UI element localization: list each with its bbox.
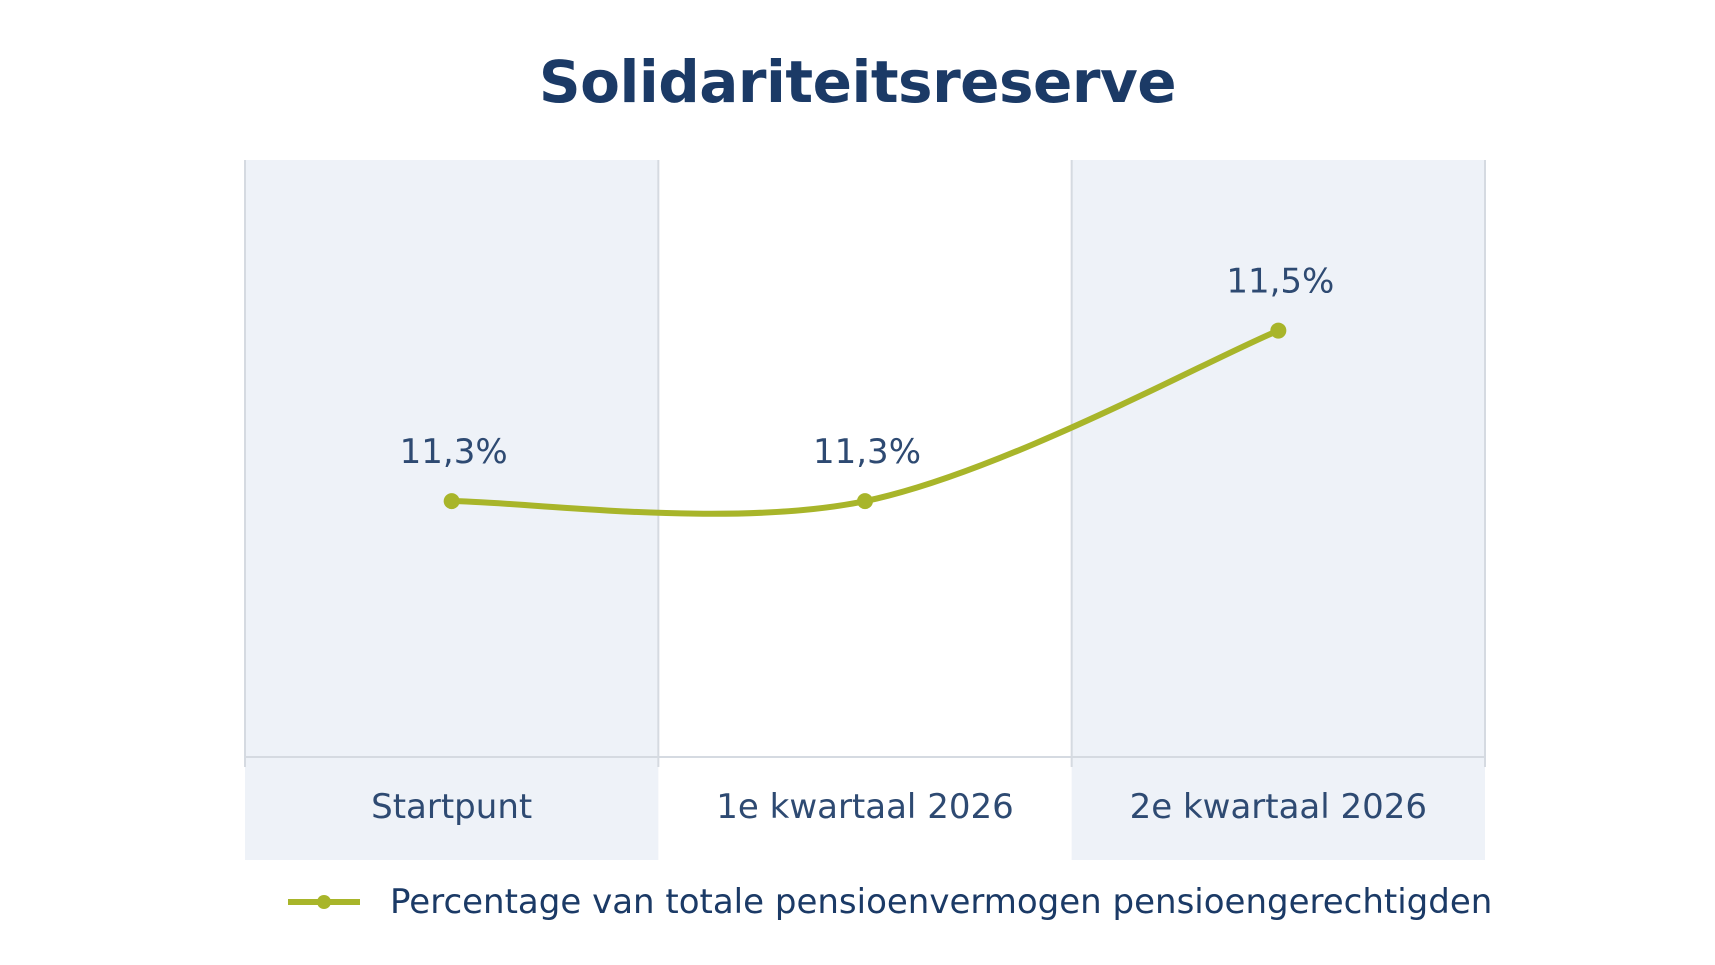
legend-line-marker-icon: [288, 895, 360, 909]
chart-title: Solidariteitsreserve: [538, 48, 1177, 116]
data-point: [443, 493, 460, 510]
data-label: 11,5%: [1226, 262, 1334, 302]
legend: Percentage van totale pensioenvermogen p…: [288, 882, 1492, 922]
x-tick-label: 1e kwartaal 2026: [716, 787, 1013, 827]
data-label: 11,3%: [400, 432, 508, 472]
data-point: [857, 493, 873, 510]
data-point: [1270, 322, 1287, 339]
x-tick-label: 2e kwartaal 2026: [1130, 787, 1427, 827]
x-tick-label: Startpunt: [371, 787, 532, 827]
category-band: [1071, 160, 1485, 860]
data-label: 11,3%: [813, 432, 921, 472]
legend-label: Percentage van totale pensioenvermogen p…: [390, 882, 1493, 922]
